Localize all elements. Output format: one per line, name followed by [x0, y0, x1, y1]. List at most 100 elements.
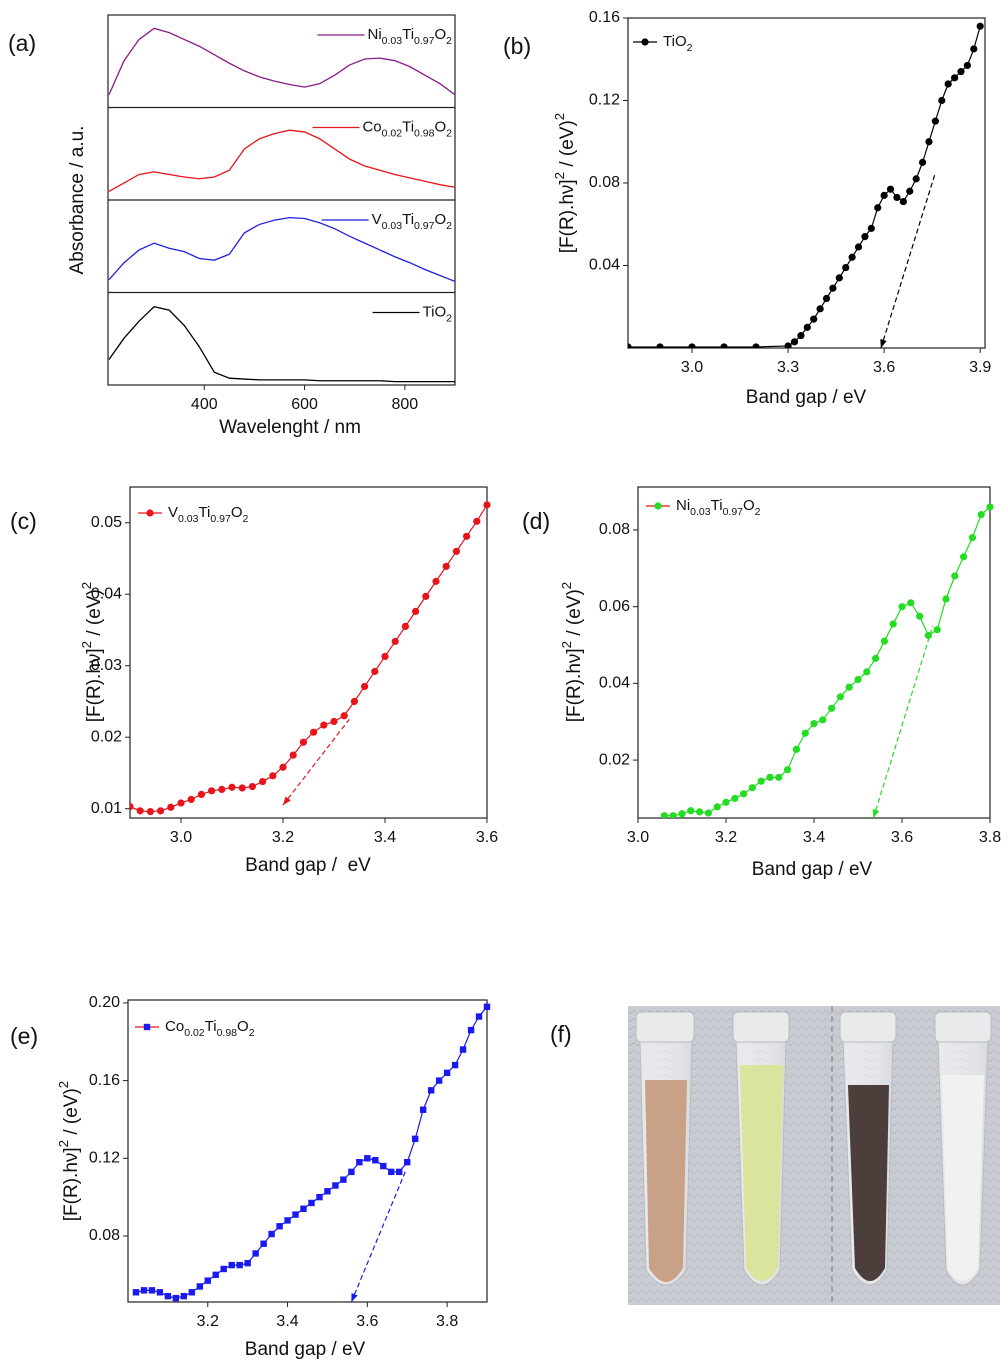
- legend-marker: [146, 509, 154, 517]
- data-point: [906, 187, 914, 195]
- data-point: [816, 305, 824, 313]
- data-line: [108, 129, 456, 193]
- x-tick-label: 3.6: [356, 1313, 378, 1330]
- data-point: [300, 1205, 307, 1212]
- arrow-head: [283, 796, 291, 806]
- data-point: [854, 675, 862, 684]
- chart-panel: (e) Band gap / eV [F(R).hν]2 / (eV)2 3.2 3.4…: [10, 994, 491, 1360]
- y-tick-label: 0.08: [589, 174, 620, 191]
- data-point: [784, 766, 792, 774]
- data-point: [187, 795, 195, 804]
- data-point: [308, 1199, 315, 1207]
- data-point: [459, 1046, 467, 1053]
- y-tick-label: 0.05: [91, 514, 122, 531]
- y-tick-label: 0.04: [589, 257, 620, 274]
- data-line: [108, 216, 456, 283]
- data-point: [284, 1217, 291, 1224]
- data-point: [475, 1013, 483, 1020]
- data-point: [132, 1289, 140, 1296]
- data-point: [427, 1087, 435, 1094]
- y-tick-label: 0.02: [91, 728, 122, 745]
- tangent-line: [880, 172, 936, 349]
- data-point: [986, 503, 994, 511]
- data-point: [810, 315, 818, 323]
- data-point: [310, 728, 318, 736]
- data-point: [925, 138, 933, 146]
- data-point: [146, 807, 154, 816]
- legend-label: Ni0.03Ti0.97O2: [367, 26, 452, 47]
- data-point: [957, 68, 965, 76]
- data-point: [248, 782, 256, 791]
- arrow-head: [872, 809, 880, 818]
- x-tick-label: 400: [191, 396, 218, 413]
- panel-label: (c): [10, 508, 37, 534]
- data-point: [977, 511, 985, 519]
- data-line: [628, 26, 981, 348]
- data-point: [320, 721, 328, 729]
- y-axis-label: [F(R).hν]2 / (eV)2: [552, 113, 578, 253]
- data-point: [628, 343, 632, 348]
- data-point: [164, 1292, 172, 1300]
- tangent-line: [872, 625, 934, 819]
- x-tick-label: 3.4: [276, 1313, 298, 1330]
- data-point: [463, 532, 471, 540]
- data-point: [835, 274, 843, 282]
- tube: [839, 1011, 897, 1286]
- data-point: [944, 80, 952, 88]
- x-tick-label: 3.6: [891, 829, 913, 846]
- legend-label: TiO2: [663, 33, 693, 54]
- data-point: [432, 577, 440, 585]
- data-point: [435, 1077, 443, 1084]
- data-point: [722, 798, 730, 806]
- x-axis-label: Wavelenght / nm: [219, 417, 361, 438]
- y-tick-label: 0.12: [589, 92, 620, 109]
- x-tick-label: 3.0: [170, 829, 192, 846]
- y-tick-label: 0.12: [89, 1150, 120, 1167]
- y-axis-label: [F(R).hν]2 / (eV)2: [559, 582, 585, 722]
- data-point: [350, 697, 358, 706]
- data-point: [356, 1158, 363, 1166]
- data-point: [228, 783, 236, 791]
- y-tick-label: 0.03: [91, 657, 122, 674]
- data-point: [340, 712, 348, 720]
- data-point: [669, 812, 677, 818]
- data-point: [260, 1240, 267, 1247]
- x-tick-label: 600: [291, 396, 318, 413]
- data-point: [157, 807, 165, 815]
- data-point: [371, 667, 379, 676]
- data-point: [412, 1135, 419, 1143]
- data-line: [664, 506, 991, 817]
- photo: [628, 1006, 1000, 1305]
- data-point: [238, 784, 246, 792]
- data-point: [136, 807, 144, 815]
- plot-area: [130, 501, 491, 816]
- panel-label: (f): [550, 1021, 572, 1047]
- data-point: [228, 1261, 235, 1269]
- y-tick-label: 0.16: [89, 1072, 120, 1089]
- data-point: [220, 1265, 227, 1273]
- y-tick-label: 0.04: [91, 585, 122, 602]
- x-tick-label: 3.6: [476, 829, 498, 846]
- x-tick-label: 3.8: [436, 1313, 458, 1330]
- x-tick-label: 3.2: [272, 829, 294, 846]
- y-tick-label: 0.01: [91, 800, 122, 817]
- legend-label: Co0.02Ti0.98O2: [362, 118, 452, 139]
- data-point: [332, 1182, 339, 1189]
- data-point: [863, 668, 871, 676]
- data-point: [289, 751, 297, 759]
- data-point: [252, 1250, 259, 1257]
- legend-label: V0.03Ti0.97O2: [168, 504, 249, 525]
- data-point: [828, 704, 836, 712]
- data-line: [108, 305, 455, 383]
- data-point: [880, 191, 888, 199]
- plot-area: [660, 503, 994, 818]
- panel-label: (b): [503, 33, 531, 59]
- data-point: [299, 738, 307, 746]
- data-point: [130, 802, 134, 811]
- data-point: [688, 343, 696, 348]
- data-point: [259, 777, 267, 786]
- x-tick-label: 3.8: [979, 829, 1001, 846]
- data-point: [404, 1158, 411, 1166]
- legend-label: Co0.02Ti0.98O2: [165, 1018, 255, 1039]
- data-point: [419, 1106, 427, 1113]
